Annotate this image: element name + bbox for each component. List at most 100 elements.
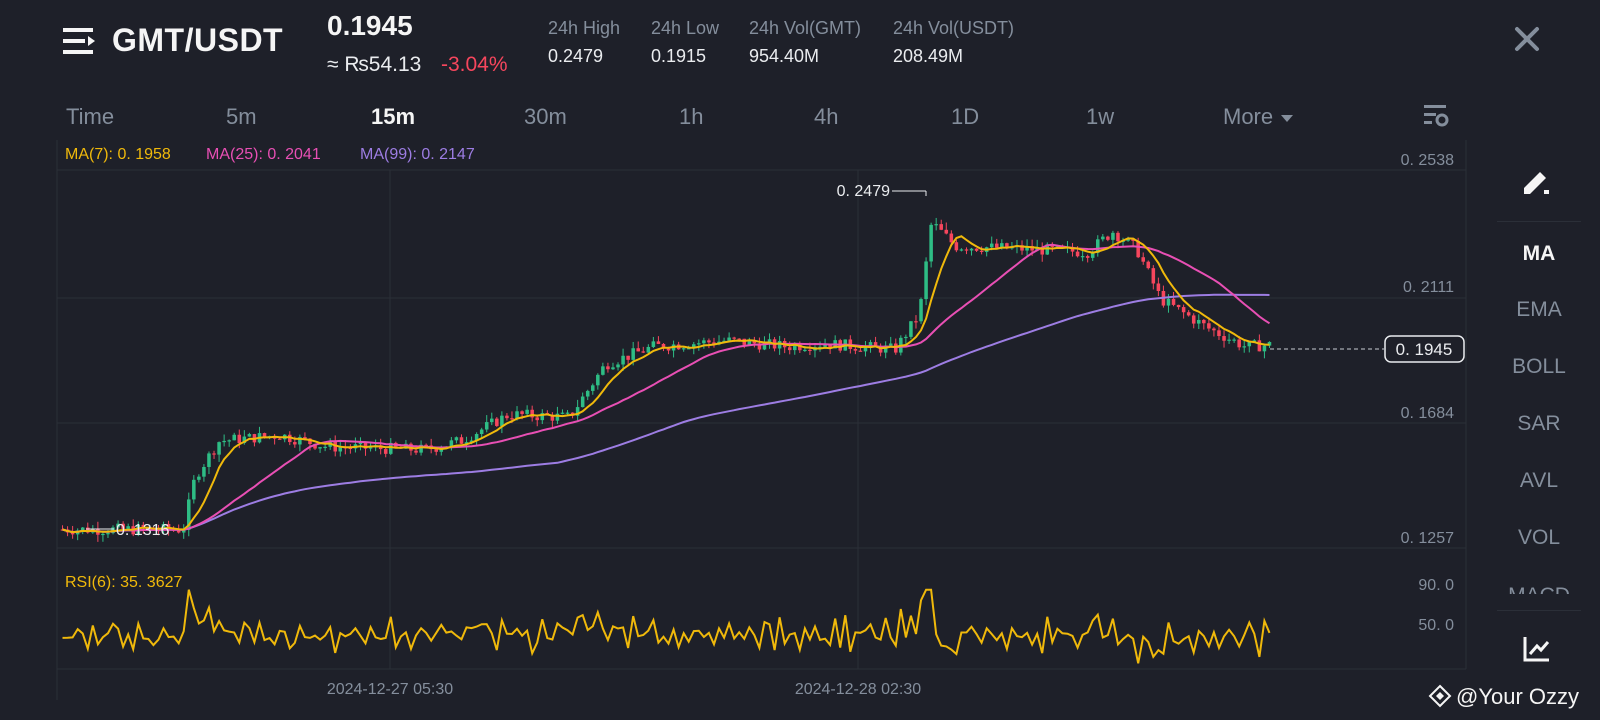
candle-body [318, 447, 322, 449]
candle-body [293, 442, 297, 445]
chart-settings-icon[interactable] [1422, 102, 1450, 130]
tab-1d[interactable]: 1D [951, 104, 980, 129]
sidebar-item-boll[interactable]: BOLL [1512, 355, 1566, 378]
candle-body [288, 434, 292, 443]
candle-body [540, 413, 545, 421]
candle-body [500, 415, 504, 426]
sidebar-item-sar[interactable]: SAR [1517, 412, 1561, 435]
candle-body [484, 422, 489, 430]
price-axis-label: 0. 2538 [1401, 152, 1454, 169]
candle-body [1247, 341, 1252, 347]
candle-body [641, 351, 646, 353]
candle-body [1136, 240, 1140, 258]
candle-body [166, 524, 171, 530]
candle-body [1191, 315, 1196, 324]
time-axis-label: 2024-12-27 05:30 [327, 681, 453, 698]
candle-body [934, 224, 938, 226]
candle-body [939, 224, 943, 230]
candle-body [207, 453, 211, 467]
tab-30m[interactable]: 30m [524, 104, 567, 129]
candle-body [1040, 247, 1044, 255]
high-price-label: 0. 2479 [837, 183, 890, 200]
candle-body [383, 449, 388, 454]
tab-time[interactable]: Time [66, 104, 115, 129]
chart-grid [56, 140, 1467, 700]
candle-body [217, 442, 221, 455]
candle-body [1111, 232, 1115, 240]
candle-body [904, 336, 908, 339]
price-axis-label: 0. 2111 [1403, 279, 1454, 296]
candle-body [823, 344, 827, 347]
tab-1w[interactable]: 1w [1086, 104, 1115, 129]
candle-body [661, 343, 666, 349]
candle-body [793, 344, 797, 351]
menu-icon[interactable] [62, 24, 96, 58]
tab-5m[interactable]: 5m [226, 104, 257, 129]
candle-body [510, 418, 514, 420]
candle-body [808, 349, 812, 352]
candle-body [439, 448, 444, 452]
candle-body [187, 499, 191, 530]
candle-body [308, 438, 312, 445]
candle-body [1207, 323, 1211, 329]
candle-body [333, 442, 337, 452]
tab-1h[interactable]: 1h [679, 104, 704, 129]
candle-body [1252, 340, 1257, 342]
candle-body [787, 347, 792, 351]
candle-body [358, 441, 363, 445]
candle-body [116, 523, 120, 528]
sidebar-item-ema[interactable]: EMA [1516, 298, 1562, 321]
candle-body [419, 444, 423, 453]
binance-logo-icon [1428, 684, 1452, 708]
candle-body [697, 343, 701, 345]
tab-15m[interactable]: 15m [371, 104, 416, 129]
candle-body [121, 523, 125, 529]
tab-4h[interactable]: 4h [814, 104, 839, 129]
price-axis-label: 0. 1257 [1401, 530, 1454, 547]
candle-body [192, 479, 196, 500]
candle-body [995, 243, 999, 248]
candle-body [591, 385, 595, 391]
candle-body [989, 243, 994, 248]
chart-indicator-icon[interactable] [1522, 634, 1552, 664]
stat-label-24h-vol-gmt: 24h Vol(GMT) [749, 18, 862, 38]
candle-body [1090, 252, 1095, 258]
candle-body [1197, 319, 1201, 324]
candle-body [1141, 257, 1145, 262]
candle-body [474, 434, 479, 441]
ma25-label: MA(25): 0. 2041 [206, 146, 321, 163]
candles [60, 217, 1272, 542]
rsi-axis-label: 90. 0 [1418, 577, 1454, 594]
candle-body [585, 390, 590, 397]
candle-body [919, 299, 923, 322]
candle-body [530, 409, 534, 418]
sidebar-item-vol[interactable]: VOL [1517, 526, 1561, 549]
candle-body [580, 396, 585, 408]
candle-body [1126, 238, 1130, 241]
close-icon[interactable] [1512, 24, 1542, 54]
candle-body [747, 340, 752, 345]
low-price-label: 0. 1316 [116, 522, 169, 539]
candle-body [313, 444, 317, 449]
candle-body [1020, 245, 1024, 251]
candle-body [479, 429, 484, 435]
sidebar-item-macd[interactable]: MACD [1497, 584, 1581, 594]
candle-body [1005, 243, 1009, 249]
candle-body [490, 418, 494, 423]
tab-more[interactable]: More [1223, 104, 1294, 130]
draw-pen-icon[interactable] [1520, 166, 1552, 196]
candle-body [176, 529, 181, 533]
sidebar-item-avl[interactable]: AVL [1519, 469, 1559, 492]
candle-body [1151, 268, 1156, 284]
candle-body [70, 532, 75, 535]
sidebar-item-ma[interactable]: MA [1522, 242, 1556, 265]
candle-body [949, 233, 954, 243]
pair-title[interactable]: GMT/USDT [112, 22, 284, 58]
stat-value-24h-vol-gmt: 954.40M [749, 46, 820, 66]
candle-body [878, 345, 883, 353]
candle-body [873, 342, 878, 346]
candle-body [863, 346, 868, 352]
candle-body [141, 524, 146, 529]
candle-body [1242, 346, 1246, 348]
